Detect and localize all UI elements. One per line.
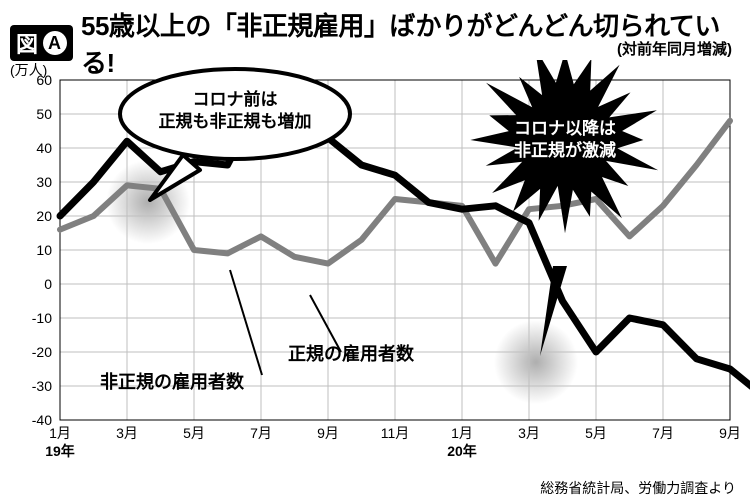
svg-text:正規の雇用者数: 正規の雇用者数 (288, 343, 415, 364)
svg-text:5月: 5月 (585, 425, 607, 441)
svg-text:40: 40 (36, 140, 52, 156)
svg-text:-20: -20 (32, 344, 52, 360)
svg-text:7月: 7月 (250, 425, 272, 441)
svg-text:20: 20 (36, 208, 52, 224)
svg-text:5月: 5月 (183, 425, 205, 441)
source-label: 総務省統計局、労働力調査より (540, 478, 736, 498)
svg-text:非正規が激減: 非正規が激減 (514, 140, 616, 160)
chart-subtitle: (対前年同月増減) (617, 38, 732, 59)
svg-text:10: 10 (36, 242, 52, 258)
svg-text:20年: 20年 (447, 443, 477, 459)
figure-badge-letter: A (43, 31, 67, 55)
svg-text:コロナ前は: コロナ前は (193, 89, 278, 109)
svg-text:3月: 3月 (116, 425, 138, 441)
svg-text:1月: 1月 (49, 425, 71, 441)
svg-text:0: 0 (44, 276, 52, 292)
svg-text:9月: 9月 (317, 425, 339, 441)
svg-text:7月: 7月 (652, 425, 674, 441)
line-chart: 6050403020100-10-20-30-401月3月5月7月9月11月1月… (0, 60, 750, 480)
svg-text:3月: 3月 (518, 425, 540, 441)
svg-text:-30: -30 (32, 378, 52, 394)
svg-text:19年: 19年 (45, 443, 75, 459)
svg-text:30: 30 (36, 174, 52, 190)
svg-text:50: 50 (36, 106, 52, 122)
svg-text:60: 60 (36, 72, 52, 88)
svg-text:非正規の雇用者数: 非正規の雇用者数 (100, 371, 245, 392)
svg-text:正規も非正規も増加: 正規も非正規も増加 (159, 111, 312, 131)
svg-text:9月: 9月 (719, 425, 741, 441)
svg-text:11月: 11月 (381, 425, 410, 441)
figure-badge-prefix: 図 (16, 27, 39, 59)
svg-text:-10: -10 (32, 310, 52, 326)
svg-text:1月: 1月 (451, 425, 473, 441)
svg-text:コロナ以降は: コロナ以降は (514, 118, 616, 138)
figure-badge: 図 A (10, 25, 73, 61)
